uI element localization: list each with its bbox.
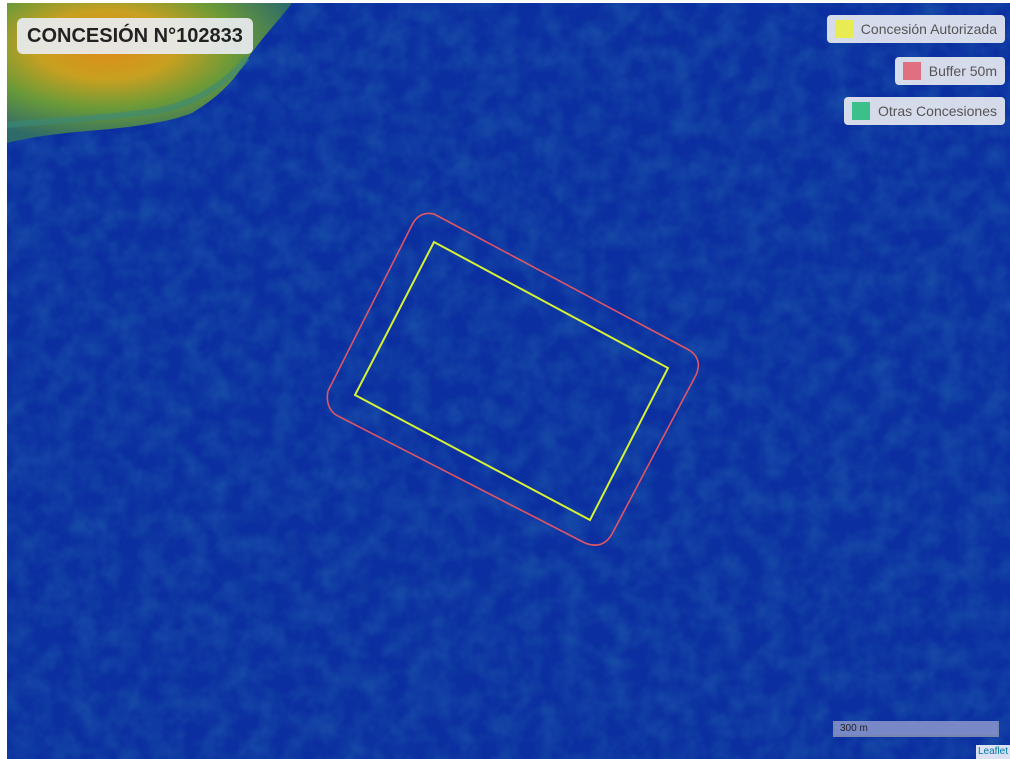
sea-texture	[7, 3, 1010, 759]
land-edge	[7, 56, 250, 128]
legend-toggle-buffer-50m[interactable]: Buffer 50m	[894, 57, 1005, 85]
otras-concesiones-swatch-icon	[851, 102, 870, 120]
legend-label: Otras Concesiones	[877, 103, 997, 119]
concesion-autorizada-swatch-icon	[834, 20, 853, 38]
buffer-swatch-icon	[902, 62, 921, 80]
legend-label: Concesión Autorizada	[860, 21, 997, 37]
concession-title: CONCESIÓN N°102833	[17, 18, 253, 54]
attribution-link[interactable]: Leaflet	[975, 745, 1010, 759]
concesion-autorizada-polygon	[353, 240, 670, 522]
scale-bar: 300 m	[833, 721, 999, 737]
legend-toggle-otras-concesiones[interactable]: Otras Concesiones	[843, 97, 1005, 125]
map-view[interactable]: CONCESIÓN N°102833 Concesión Autorizada …	[7, 3, 1010, 759]
legend-toggle-concesion-autorizada[interactable]: Concesión Autorizada	[826, 15, 1005, 43]
legend-label: Buffer 50m	[928, 63, 997, 79]
buffer-50m-polygon	[326, 212, 700, 546]
map-canvas	[7, 3, 1010, 759]
